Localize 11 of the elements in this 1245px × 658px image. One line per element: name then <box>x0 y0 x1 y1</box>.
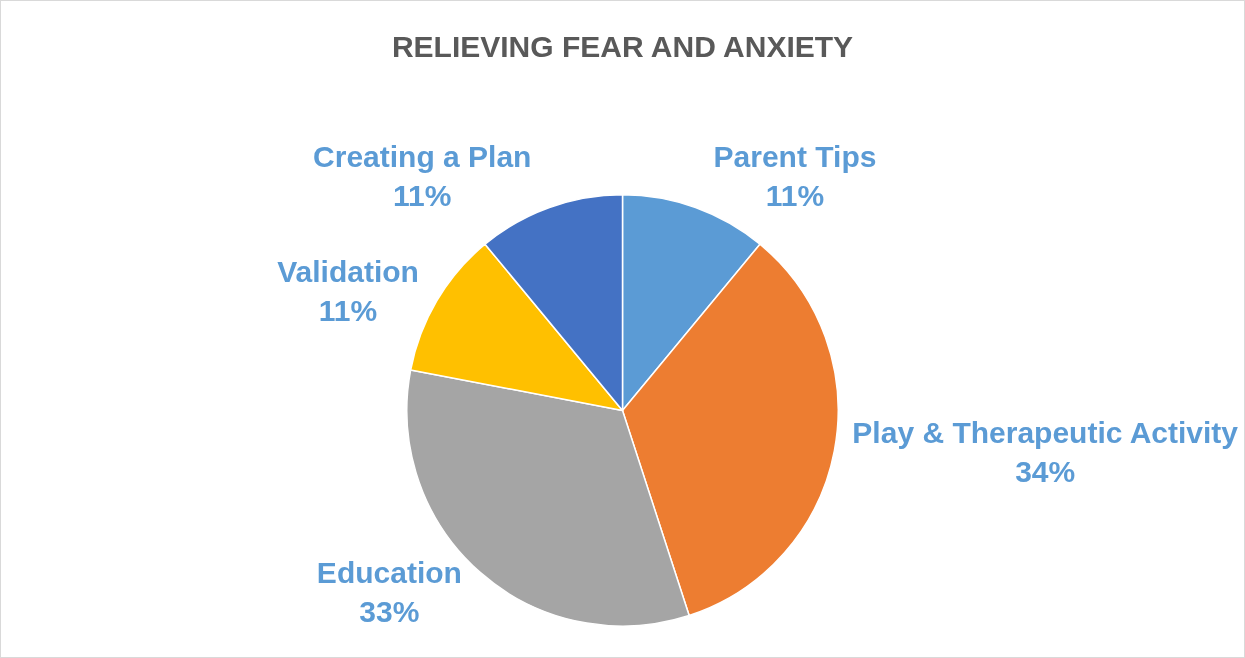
data-label: 34% <box>1015 455 1076 489</box>
data-label: 11% <box>318 294 378 328</box>
slice-label: Play & Therapeutic Activity <box>852 416 1239 450</box>
data-label: 11% <box>393 178 452 212</box>
data-label: 33% <box>359 595 420 629</box>
chart-title: RELIEVING FEAR AND ANXIETY <box>391 30 854 64</box>
slice-label: Validation <box>277 255 419 289</box>
slice-label: Education <box>316 556 462 590</box>
data-label: 11% <box>765 178 825 212</box>
slice-label: Creating a Plan <box>313 139 532 173</box>
slice-label: Parent Tips <box>713 139 877 173</box>
